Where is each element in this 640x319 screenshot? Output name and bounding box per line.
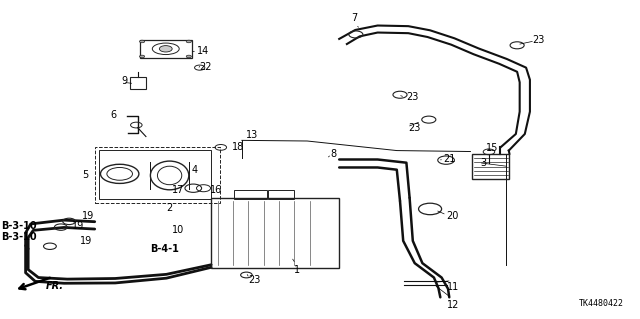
Text: B-3-10: B-3-10 [1,232,37,242]
Circle shape [186,55,191,58]
Text: 22: 22 [200,62,212,72]
Text: 19: 19 [82,211,94,221]
Circle shape [186,40,191,43]
Text: 16: 16 [210,185,222,196]
Text: 23: 23 [532,35,545,45]
Text: FR.: FR. [46,280,64,291]
Text: 23: 23 [408,122,420,133]
Text: 5: 5 [82,170,88,180]
Text: 4: 4 [192,165,198,175]
Bar [472,154,509,179]
Circle shape [140,55,145,58]
Text: 2: 2 [166,203,173,213]
Text: 10: 10 [172,225,184,235]
Text: 18: 18 [232,142,244,152]
Bar [140,40,192,58]
Text: 19: 19 [80,236,92,246]
Bar [268,190,294,199]
Text: 12: 12 [447,300,460,310]
Text: 23: 23 [406,92,419,102]
Text: 13: 13 [246,130,259,140]
Bar [95,147,220,203]
Text: 7: 7 [351,13,357,23]
Text: B-4-1: B-4-1 [150,244,179,255]
Bar [99,150,211,199]
Text: 8: 8 [330,149,337,160]
Text: 3: 3 [480,158,486,168]
Text: 20: 20 [447,211,459,221]
Text: 14: 14 [197,46,209,56]
Text: 23: 23 [248,275,260,285]
Text: 6: 6 [110,110,116,121]
Text: 11: 11 [447,282,460,292]
Bar [130,77,146,89]
Text: 19: 19 [72,221,84,232]
Circle shape [159,46,172,52]
Text: 21: 21 [443,154,455,165]
Text: B-3-10: B-3-10 [1,221,37,231]
Circle shape [140,40,145,43]
Bar [211,198,339,268]
Text: 9: 9 [122,76,128,86]
Bar [234,190,267,199]
Text: 1: 1 [294,265,301,275]
Text: 17: 17 [172,185,184,196]
Text: TK4480422: TK4480422 [579,299,624,308]
Text: 15: 15 [486,143,499,153]
